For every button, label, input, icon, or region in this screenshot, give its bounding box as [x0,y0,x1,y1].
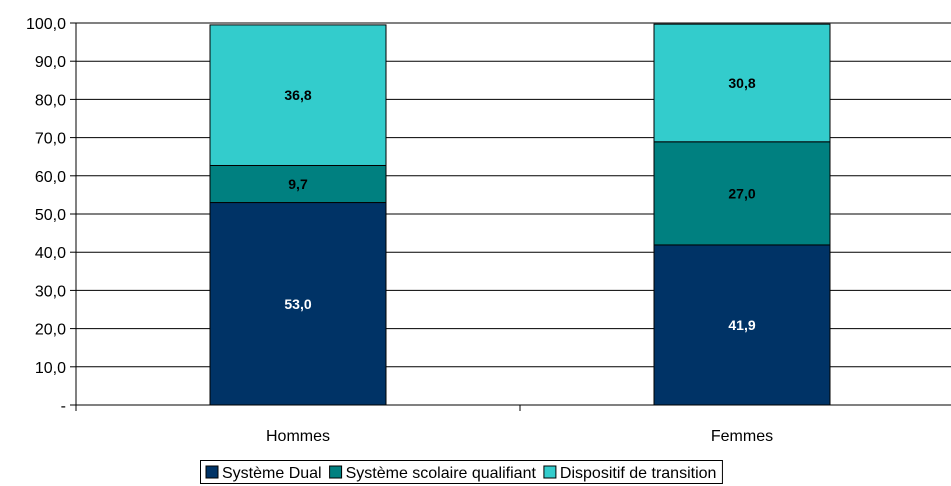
x-category-label: Hommes [266,428,330,445]
y-tick-label: 40,0 [35,245,66,262]
legend-frame [200,460,723,484]
data-label: 9,7 [288,176,308,192]
y-tick-label: 70,0 [35,131,66,148]
x-category-labels: Hommes Femmes [266,428,773,445]
data-label: 53,0 [284,296,311,312]
legend-swatch [329,465,343,479]
bar-segment [653,244,831,406]
data-label: 36,8 [284,87,311,103]
x-category-label: Femmes [711,428,773,445]
legend: Système Dual Système scolaire qualifiant D… [200,460,723,484]
data-label: 41,9 [728,317,755,333]
y-tick-label: 50,0 [35,207,66,224]
bar-segment [653,23,831,143]
legend-label: Système Dual [222,465,322,482]
bar-segment [209,164,387,204]
y-tick-label: 10,0 [35,360,66,377]
bar-segment [653,141,831,246]
data-label: 27,0 [728,185,755,201]
legend-swatch [205,465,219,479]
y-tick-label: 80,0 [35,92,66,109]
y-tick-label: 20,0 [35,322,66,339]
y-tick-label: 90,0 [35,54,66,71]
bar-segment [209,24,387,166]
legend-label: Dispositif de transition [560,465,717,482]
y-tick-label: 30,0 [35,283,66,300]
y-tick-label: - [61,398,66,415]
y-tick-labels: - 10,0 20,0 30,0 40,0 50,0 60,0 70,0 80,0 90,0 100… [26,16,66,415]
legend-swatch [543,465,557,479]
y-tick-label: 60,0 [35,169,66,186]
axes [70,22,951,411]
legend-label: Système scolaire qualifiant [346,465,537,482]
bars [209,23,831,406]
data-labels: 53,0 9,7 36,8 41,9 27,0 30,8 [284,75,755,333]
y-tick-label: 100,0 [26,16,66,33]
data-label: 30,8 [728,75,755,91]
